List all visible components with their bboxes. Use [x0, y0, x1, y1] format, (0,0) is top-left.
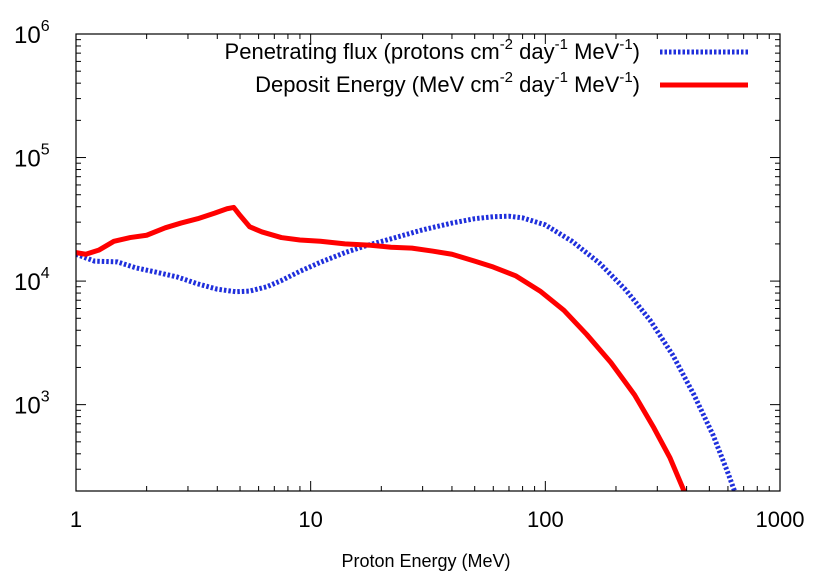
y-tick-label: 105	[14, 142, 50, 173]
axes-layer: 1 10 100 1000 103 104 105 106	[14, 18, 804, 532]
y-tick-label: 104	[14, 265, 50, 296]
x-tick-label: 1	[70, 507, 82, 532]
x-tick-label: 100	[527, 507, 564, 532]
series-layer	[76, 204, 737, 491]
plot-frame	[75, 33, 781, 492]
legend-label-deposit-energy: Deposit Energy (MeV cm-2 day-1 MeV-1)	[255, 69, 640, 97]
y-tick-label: 103	[14, 389, 50, 420]
x-tick-label: 10	[298, 507, 322, 532]
legend-label-penetrating-flux: Penetrating flux (protons cm-2 day-1 MeV…	[225, 36, 640, 64]
series-line-deposit-energy	[76, 204, 687, 491]
series-line-penetrating-flux	[76, 213, 737, 491]
x-tick-label: 1000	[756, 507, 805, 532]
x-axis-title: Proton Energy (MeV)	[341, 551, 510, 571]
legend: Penetrating flux (protons cm-2 day-1 MeV…	[225, 36, 748, 97]
y-tick-label: 106	[14, 18, 50, 49]
